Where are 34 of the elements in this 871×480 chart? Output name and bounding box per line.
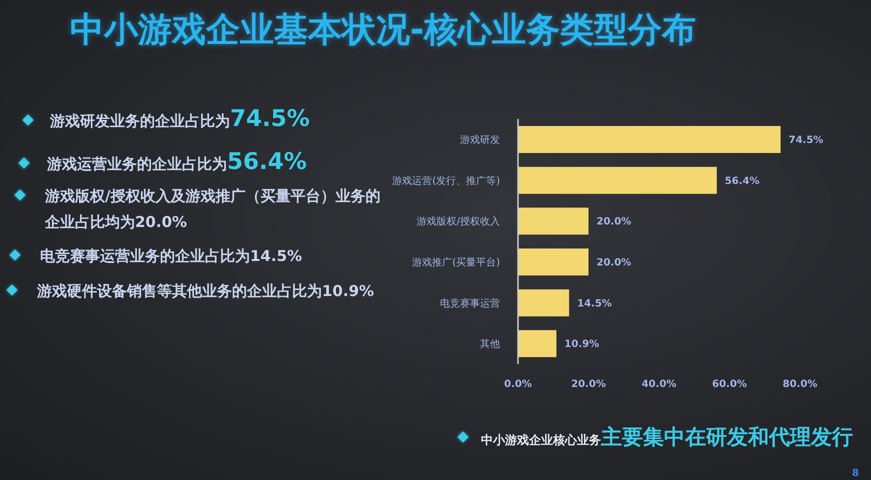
text: 游戏研发业务的企业占比为: [50, 112, 230, 130]
text: 电竞赛事运营业务的企业占比为14.5%: [40, 247, 302, 265]
data-label: 10.9%: [564, 339, 600, 350]
text: 56.4%: [227, 149, 307, 175]
text: 主要集中在研发和代理发行: [601, 425, 853, 449]
data-label: 20.0%: [596, 258, 632, 269]
y-tick-label: 游戏运营(发行、推广等): [392, 174, 500, 187]
text: 游戏硬件设备销售等其他业务的企业占比为10.9%: [37, 282, 374, 300]
x-tick-label: 0.0%: [504, 379, 532, 390]
chart-title: 中小游戏企业基本状况-核心业务类型分布: [70, 9, 696, 52]
x-tick-label: 40.0%: [642, 379, 676, 390]
bar: [518, 208, 588, 235]
bar: [518, 166, 717, 194]
data-label: 74.5%: [788, 135, 824, 146]
text: 游戏运营业务的企业占比为: [47, 155, 227, 173]
bar: [518, 248, 588, 276]
x-tick-label: 80.0%: [782, 379, 818, 390]
data-label: 20.0%: [596, 216, 632, 228]
bar: [518, 126, 781, 153]
y-tick-label: 游戏研发: [460, 134, 500, 146]
y-tick-label: 电竞赛事运营: [440, 297, 500, 310]
y-tick-label: 游戏推广(买量平台): [412, 256, 500, 268]
text: 游戏版权/授权收入及游戏推广（买量平台）业务的企业占比均为20.0%: [45, 187, 380, 231]
y-tick-label: 其他: [480, 338, 500, 350]
bar: [518, 289, 570, 316]
x-tick-label: 60.0%: [712, 379, 747, 390]
y-tick-label: 游戏版权/授权收入: [416, 216, 500, 228]
bar: [518, 330, 556, 358]
data-label: 14.5%: [577, 298, 612, 310]
data-label: 56.4%: [724, 176, 760, 187]
text: 74.5%: [230, 106, 310, 132]
text: 中小游戏企业核心业务: [481, 433, 601, 447]
x-tick-label: 20.0%: [571, 379, 606, 390]
text: 8: [852, 468, 859, 479]
